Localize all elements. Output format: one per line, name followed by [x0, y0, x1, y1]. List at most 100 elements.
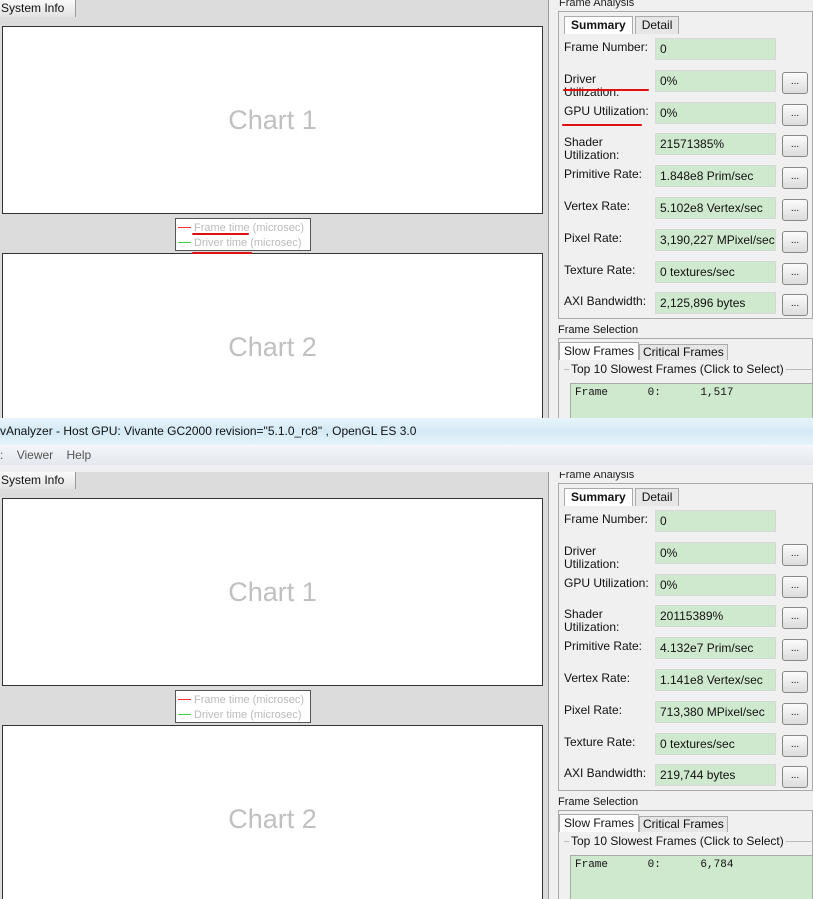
chart-1: Chart 1	[2, 26, 543, 214]
legend-line-red	[178, 699, 191, 700]
frame-analysis-header: Frame Analysis	[559, 0, 635, 9]
row-label: Texture Rate:	[564, 262, 636, 277]
legend-label: Frame time (microsec)	[194, 693, 305, 706]
details-button[interactable]: ...	[782, 639, 808, 662]
row-value-field: 0%	[655, 101, 776, 124]
menu-bar: : Viewer Help	[0, 445, 813, 465]
row-value-field: 0	[655, 510, 776, 532]
legend-label: Driver time (microsec)	[194, 708, 302, 721]
window-title-bar: vAnalyzer - Host GPU: Vivante GC2000 rev…	[0, 418, 813, 445]
details-button[interactable]: ...	[782, 543, 808, 566]
row-label: Pixel Rate:	[564, 230, 623, 245]
row-label: Pixel Rate:	[564, 702, 623, 717]
details-button[interactable]: ...	[782, 199, 808, 221]
list-item[interactable]: Frame 0: 6,784	[575, 859, 734, 871]
legend-line-green	[178, 242, 191, 243]
list-item[interactable]: Frame 0: 1,517	[575, 387, 734, 399]
row-label: Shader Utilization:	[564, 135, 620, 163]
row-label: AXI Bandwidth:	[564, 294, 647, 309]
row-label: Shader Utilization:	[564, 607, 620, 635]
details-button[interactable]: ...	[782, 575, 808, 598]
tab-summary[interactable]: Summary	[564, 488, 633, 506]
annotation-underline	[192, 252, 252, 254]
row-value-field: 0%	[655, 541, 776, 564]
legend-driver-time: Driver time (microsec)	[178, 235, 308, 250]
bottom-window-pane: System Info Chart 1 Frame time (microsec…	[0, 472, 813, 899]
selection-tab-bar: Slow Frames Critical Frames	[559, 814, 728, 832]
chart-1: Chart 1	[2, 498, 543, 686]
selection-tab-bar: Slow Frames Critical Frames	[559, 342, 728, 360]
row-label: Texture Rate:	[564, 734, 636, 749]
row-value-field: 0%	[655, 573, 776, 596]
annotation-underline	[192, 233, 249, 235]
details-button[interactable]: ...	[782, 734, 808, 757]
row-label: Frame Number:	[564, 40, 649, 54]
chart-legend: Frame time (microsec) Driver time (micro…	[175, 690, 311, 723]
row-label: Vertex Rate:	[564, 671, 631, 685]
menu-help[interactable]: Help	[66, 448, 92, 462]
row-label: AXI Bandwidth:	[564, 766, 647, 781]
details-button[interactable]: ...	[782, 135, 808, 158]
group-title: Top 10 Slowest Frames (Click to Select)	[569, 362, 786, 376]
details-button[interactable]: ...	[782, 230, 808, 253]
row-label: Primitive Rate:	[564, 167, 643, 182]
details-button[interactable]: ...	[782, 167, 808, 190]
details-button[interactable]: ...	[782, 103, 808, 126]
annotation-underline	[563, 89, 649, 91]
details-button[interactable]: ...	[782, 262, 808, 285]
chart-1-placeholder: Chart 1	[228, 576, 317, 607]
legend-label: Driver time (microsec)	[194, 236, 302, 249]
menu-file[interactable]: :	[0, 448, 4, 462]
chart-2-placeholder: Chart 2	[228, 331, 317, 362]
row-label: Frame Number:	[564, 512, 649, 526]
details-button[interactable]: ...	[782, 766, 808, 789]
details-button[interactable]: ...	[782, 294, 808, 317]
row-value-field: 0 textures/sec	[655, 732, 776, 755]
tab-detail[interactable]: Detail	[634, 16, 680, 34]
chart-2: Chart 2	[2, 253, 543, 418]
row-value-field: 21571385%	[655, 133, 776, 156]
window-title: vAnalyzer - Host GPU: Vivante GC2000 rev…	[0, 424, 417, 438]
details-button[interactable]: ...	[782, 702, 808, 725]
charts-panel: System Info Chart 1 Frame time (microsec…	[0, 472, 549, 899]
menu-viewer[interactable]: Viewer	[16, 448, 54, 462]
slow-frames-list[interactable]: Frame 0: 1,517	[570, 383, 813, 418]
row-value-field: 219,744 bytes	[655, 764, 776, 787]
row-value-field: 20115389%	[655, 605, 776, 628]
row-label: Vertex Rate:	[564, 199, 631, 213]
row-value-field: 1.848e8 Prim/sec	[655, 165, 776, 188]
row-value-field: 3,190,227 MPixel/sec	[655, 228, 776, 251]
top-window-pane: System Info Chart 1 Frame time (microsec…	[0, 0, 813, 418]
row-value-field: 1.141e8 Vertex/sec	[655, 669, 776, 691]
tab-system-info[interactable]: System Info	[0, 0, 76, 17]
details-button[interactable]: ...	[782, 71, 808, 94]
legend-driver-time: Driver time (microsec)	[178, 707, 308, 722]
tab-critical-frames[interactable]: Critical Frames	[639, 816, 728, 832]
frame-selection-header: Frame Selection	[558, 324, 639, 336]
row-value-field: 5.102e8 Vertex/sec	[655, 197, 776, 219]
row-label: Driver Utilization:	[564, 543, 620, 571]
row-value-field: 0 textures/sec	[655, 260, 776, 283]
details-button[interactable]: ...	[782, 671, 808, 693]
row-value-field: 4.132e7 Prim/sec	[655, 637, 776, 660]
chart-2-placeholder: Chart 2	[228, 803, 317, 834]
group-title: Top 10 Slowest Frames (Click to Select)	[569, 834, 786, 848]
details-button[interactable]: ...	[782, 607, 808, 630]
legend-line-red	[178, 227, 191, 228]
tab-critical-frames[interactable]: Critical Frames	[639, 344, 728, 360]
row-value-field: 0%	[655, 69, 776, 92]
row-label: GPU Utilization:	[564, 103, 649, 118]
tab-summary[interactable]: Summary	[564, 16, 633, 34]
tab-slow-frames[interactable]: Slow Frames	[559, 814, 640, 832]
chart-1-placeholder: Chart 1	[228, 104, 317, 135]
chart-2: Chart 2	[2, 725, 543, 899]
tab-detail[interactable]: Detail	[634, 488, 680, 506]
legend-line-green	[178, 714, 191, 715]
tab-slow-frames[interactable]: Slow Frames	[559, 342, 640, 360]
legend-frame-time: Frame time (microsec)	[178, 692, 308, 707]
tab-system-info[interactable]: System Info	[0, 472, 76, 489]
row-label: GPU Utilization:	[564, 575, 649, 590]
slow-frames-list[interactable]: Frame 0: 6,784	[570, 855, 813, 899]
legend-label: Frame time (microsec)	[194, 221, 305, 234]
row-value-field: 0	[655, 38, 776, 60]
